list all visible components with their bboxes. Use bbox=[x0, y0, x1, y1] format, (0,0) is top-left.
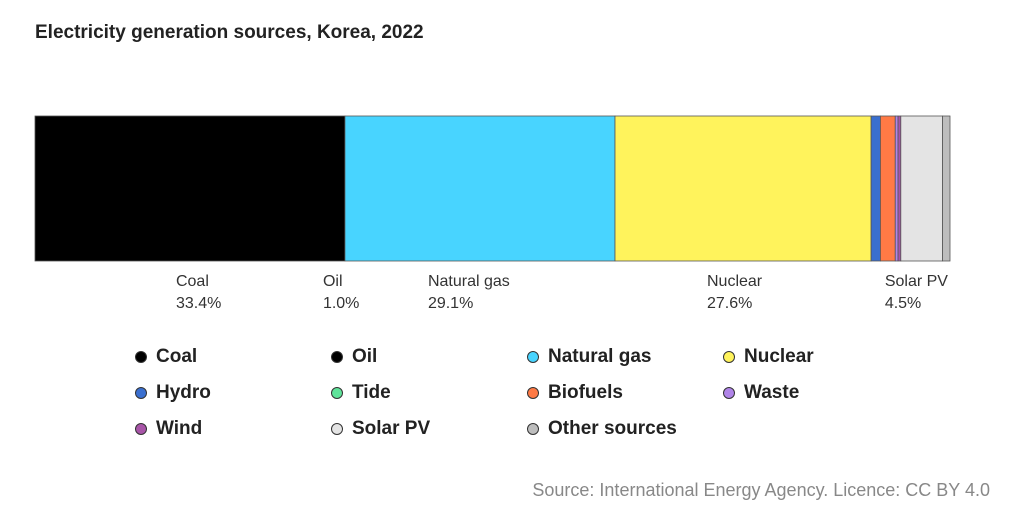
bar-label-value-coal: 33.4% bbox=[175, 295, 222, 312]
bar-label-name-natural-gas: Natural gas bbox=[427, 273, 510, 290]
legend-item-nuclear: Nuclear bbox=[723, 346, 814, 368]
legend-item-biofuels: Biofuels bbox=[527, 382, 623, 404]
bar-segment-other-sources bbox=[942, 115, 951, 262]
bar-segment-waste bbox=[894, 115, 899, 262]
bar-label-value-oil: 1.0% bbox=[322, 295, 360, 312]
bar-label-value-solar-pv: 4.5% bbox=[884, 295, 922, 312]
legend-swatch-solar-pv bbox=[331, 423, 343, 435]
bar-segment-coal bbox=[34, 115, 346, 262]
legend-swatch-hydro bbox=[135, 387, 147, 399]
legend-label-tide: Tide bbox=[352, 382, 391, 403]
legend-label-hydro: Hydro bbox=[156, 382, 211, 403]
bar-label-value-natural-gas: 29.1% bbox=[427, 295, 474, 312]
legend-item-solar-pv: Solar PV bbox=[331, 418, 430, 440]
bar-segment-solar-pv bbox=[900, 115, 943, 262]
bar-label-name-nuclear: Nuclear bbox=[706, 273, 763, 290]
bar-label-name-oil: Oil bbox=[322, 273, 343, 290]
legend-label-nuclear: Nuclear bbox=[744, 346, 814, 367]
legend-item-natural-gas: Natural gas bbox=[527, 346, 651, 368]
bar-segment-nuclear bbox=[614, 115, 872, 262]
legend-item-waste: Waste bbox=[723, 382, 799, 404]
legend-label-oil: Oil bbox=[352, 346, 378, 367]
legend-item-tide: Tide bbox=[331, 382, 391, 404]
bar-segment-hydro bbox=[870, 115, 881, 262]
legend-swatch-waste bbox=[723, 387, 735, 399]
legend-label-natural-gas: Natural gas bbox=[548, 346, 652, 367]
bar-label-name-coal: Coal bbox=[175, 273, 209, 290]
legend-item-coal: Coal bbox=[135, 346, 197, 368]
legend-swatch-wind bbox=[135, 423, 147, 435]
legend-label-waste: Waste bbox=[744, 382, 800, 403]
source-note: Source: International Energy Agency. Lic… bbox=[532, 480, 990, 500]
legend-item-oil: Oil bbox=[331, 346, 377, 368]
bar-segment-natural-gas bbox=[344, 115, 616, 262]
legend-swatch-oil bbox=[331, 351, 343, 363]
legend-item-wind: Wind bbox=[135, 418, 202, 440]
legend-label-coal: Coal bbox=[156, 346, 198, 367]
legend-item-other-sources: Other sources bbox=[527, 418, 677, 440]
bar-segment-wind bbox=[897, 115, 902, 262]
bar-label-name-solar-pv: Solar PV bbox=[884, 273, 948, 290]
legend-swatch-natural-gas bbox=[527, 351, 539, 363]
legend-swatch-coal bbox=[135, 351, 147, 363]
legend-label-solar-pv: Solar PV bbox=[352, 418, 431, 439]
legend-swatch-biofuels bbox=[527, 387, 539, 399]
legend-label-other-sources: Other sources bbox=[548, 418, 677, 439]
bar-segment-biofuels bbox=[880, 115, 896, 262]
legend-item-hydro: Hydro bbox=[135, 382, 211, 404]
legend-swatch-tide bbox=[331, 387, 343, 399]
bar-label-value-nuclear: 27.6% bbox=[706, 295, 753, 312]
legend-swatch-other-sources bbox=[527, 423, 539, 435]
legend-swatch-nuclear bbox=[723, 351, 735, 363]
legend-label-biofuels: Biofuels bbox=[548, 382, 623, 403]
legend-label-wind: Wind bbox=[156, 418, 203, 439]
chart-title: Electricity generation sources, Korea, 2… bbox=[35, 22, 424, 43]
stacked-bar-chart bbox=[34, 115, 951, 262]
